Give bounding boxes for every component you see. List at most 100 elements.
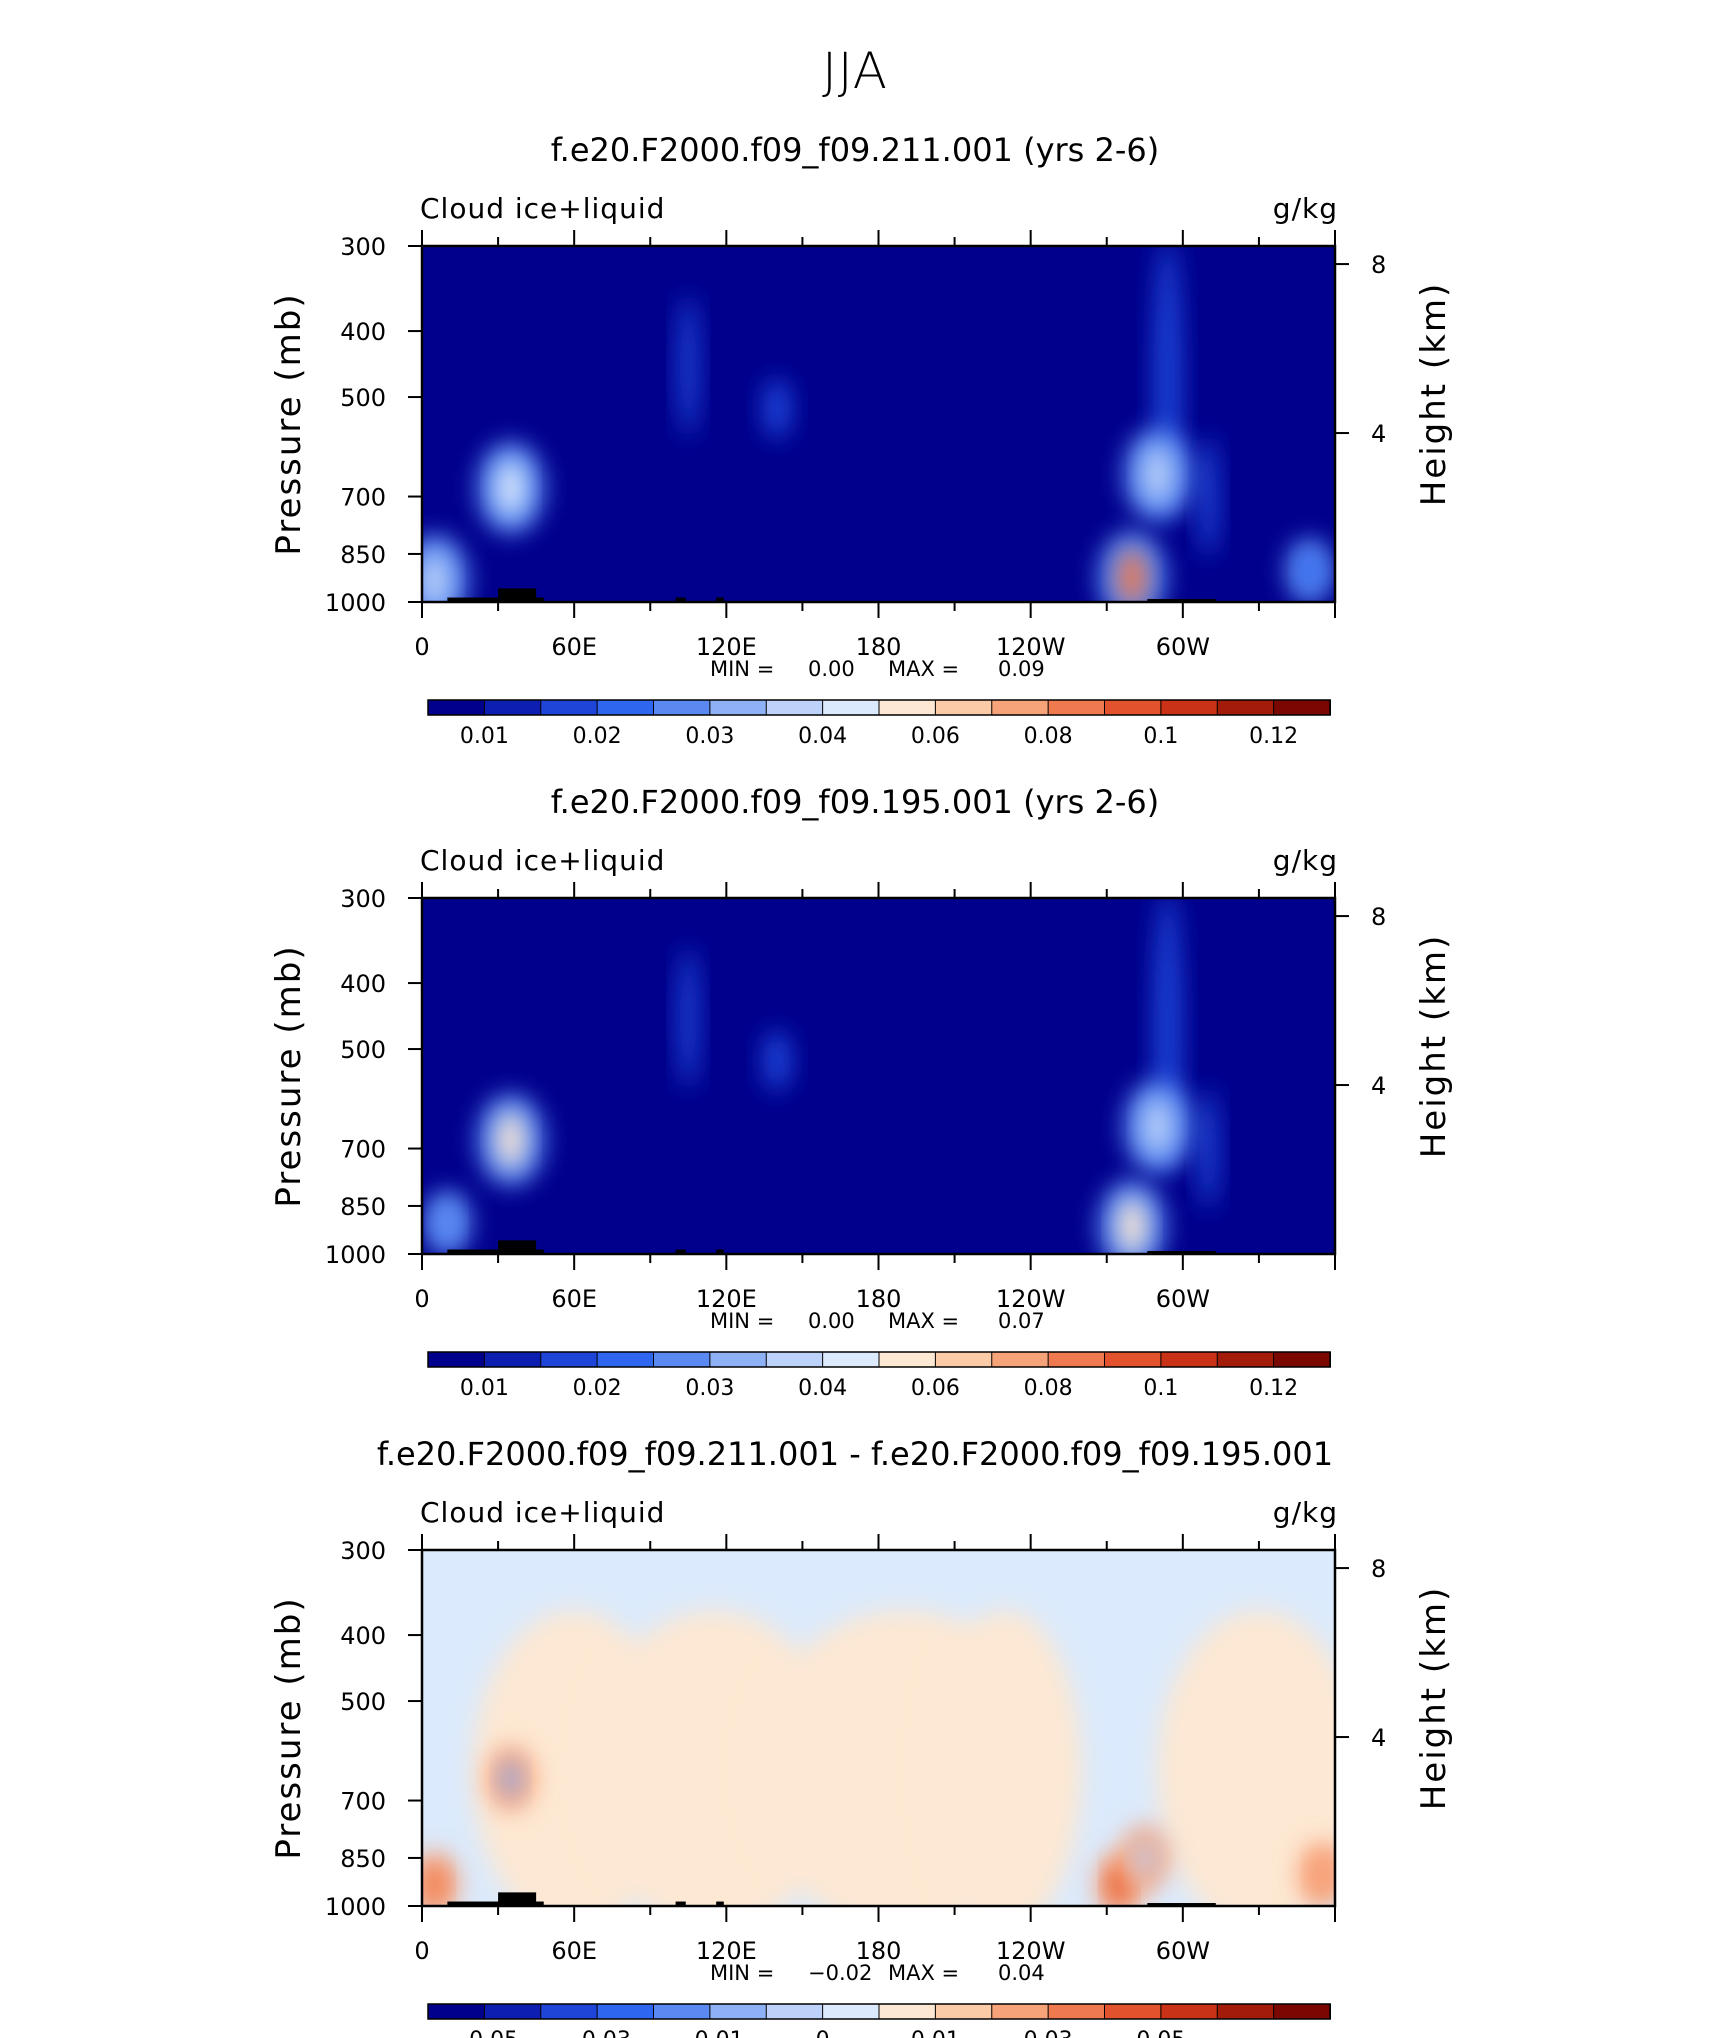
x-tick-label: 120E [696, 1285, 757, 1313]
min-value: −0.02 [808, 1961, 872, 1985]
colorbar-swatch [765, 2003, 824, 2020]
x-tick-label: 60W [1156, 1937, 1210, 1965]
colorbar-swatch [1104, 699, 1162, 716]
topography [498, 1892, 537, 1906]
colorbar-label: 0.02 [573, 1376, 622, 1401]
min-label: MIN = [710, 657, 774, 681]
colorbar-swatch [1273, 699, 1331, 716]
colorbar-label: 0.06 [911, 1376, 960, 1401]
cloud-streak [1198, 436, 1219, 557]
colorbar-swatch [878, 1351, 937, 1368]
cloud-streak [1198, 1088, 1219, 1209]
y-axis-label: Pressure (mb) [269, 292, 309, 555]
x-tick-label: 60E [551, 1937, 597, 1965]
data-feature-core [1143, 1098, 1172, 1155]
units-label: g/kg [1273, 844, 1338, 877]
topography [447, 1249, 544, 1254]
cloud-streak [678, 947, 699, 1088]
data-feature-core [1312, 1855, 1333, 1895]
y-tick-label-right: 8 [1371, 251, 1386, 279]
y-tick-label: 700 [340, 484, 386, 512]
y-tick-label: 700 [340, 1136, 386, 1164]
cloud-streak [763, 1030, 792, 1091]
data-feature-core [1143, 446, 1172, 503]
topography [1147, 1251, 1216, 1254]
colorbar-label: 0.01 [911, 2028, 960, 2038]
data-feature-core [437, 1203, 458, 1243]
x-tick-label: 120W [996, 633, 1066, 661]
data-feature-core [1109, 1864, 1130, 1905]
y-tick-label-right: 8 [1371, 1555, 1386, 1583]
y-tick-label: 400 [340, 318, 386, 346]
y-tick-label: 400 [340, 970, 386, 998]
y-axis-label: Pressure (mb) [269, 944, 309, 1207]
y-axis-label-right: Height (km) [1414, 282, 1454, 507]
y-tick-label: 300 [340, 885, 386, 913]
data-feature-core [422, 552, 449, 602]
max-label: MAX = [888, 1961, 959, 1985]
y-tick-label: 850 [340, 1845, 386, 1873]
colorbar-swatch [934, 2003, 993, 2020]
colorbar-label: 0.05 [1136, 2028, 1185, 2038]
x-tick-label: 60E [551, 633, 597, 661]
colorbar-swatch [540, 699, 599, 716]
topography [498, 1240, 537, 1254]
colorbar-label: 0.01 [460, 1376, 509, 1401]
chart-panel-3: f.e20.F2000.f09_f09.211.001 - f.e20.F200… [269, 1435, 1454, 2038]
colorbar-swatch [1216, 699, 1275, 716]
y-tick-label: 700 [340, 1788, 386, 1816]
colorbar-swatch [822, 699, 880, 716]
colorbar-swatch [427, 2003, 486, 2020]
x-tick-label: 180 [856, 1937, 902, 1965]
topography [1147, 1903, 1216, 1906]
colorbar-swatch [540, 2003, 599, 2020]
variable-label: Cloud ice+liquid [420, 1496, 665, 1529]
positive-region [929, 1610, 1082, 1906]
cloud-streak [763, 378, 792, 439]
cloud-streak [678, 295, 699, 436]
positive-region [1157, 1610, 1335, 1906]
colorbar-swatch [1104, 1351, 1162, 1368]
x-tick-label: 120W [996, 1285, 1066, 1313]
colorbar-label: 0.04 [798, 724, 847, 749]
colorbar-swatch [991, 2003, 1050, 2020]
y-tick-label-right: 4 [1371, 420, 1386, 448]
x-tick-label: 60W [1156, 1285, 1210, 1313]
panel-title: f.e20.F2000.f09_f09.211.001 (yrs 2-6) [551, 131, 1160, 169]
y-tick-label: 1000 [325, 1893, 386, 1921]
x-tick-label: 180 [856, 633, 902, 661]
data-feature-core [1134, 1838, 1155, 1878]
y-tick-label: 300 [340, 1537, 386, 1565]
variable-label: Cloud ice+liquid [420, 844, 665, 877]
x-tick-label: 120E [696, 633, 757, 661]
colorbar-frame [427, 699, 1331, 716]
plot-background [422, 246, 1335, 602]
colorbar-swatch [1160, 699, 1219, 716]
colorbar-swatch [709, 2003, 768, 2020]
colorbar-label: 0.03 [685, 724, 734, 749]
colorbar-swatch [1160, 2003, 1219, 2020]
y-axis-label-right: Height (km) [1414, 1586, 1454, 1811]
topography [716, 597, 724, 602]
colorbar-swatch [991, 1351, 1050, 1368]
min-value: 0.00 [808, 657, 855, 681]
colorbar-label: 0.06 [911, 724, 960, 749]
colorbar-swatch [1160, 1351, 1219, 1368]
colorbar-label: 0.03 [1024, 2028, 1073, 2038]
colorbar-frame [427, 1351, 1331, 1368]
data-feature-core [424, 1864, 445, 1905]
y-tick-label: 1000 [325, 589, 386, 617]
y-tick-label-right: 4 [1371, 1072, 1386, 1100]
colorbar-swatch [427, 1351, 486, 1368]
colorbar-swatch [709, 1351, 768, 1368]
colorbar-swatch [878, 699, 937, 716]
colorbar-label: 0 [816, 2028, 830, 2038]
x-tick-label: 180 [856, 1285, 902, 1313]
y-tick-label: 500 [340, 384, 386, 412]
colorbar-swatch [540, 1351, 599, 1368]
colorbar-label: 0.1 [1143, 1376, 1178, 1401]
max-label: MAX = [888, 657, 959, 681]
max-label: MAX = [888, 1309, 959, 1333]
colorbar-swatch [427, 699, 486, 716]
max-value: 0.04 [998, 1961, 1045, 1985]
